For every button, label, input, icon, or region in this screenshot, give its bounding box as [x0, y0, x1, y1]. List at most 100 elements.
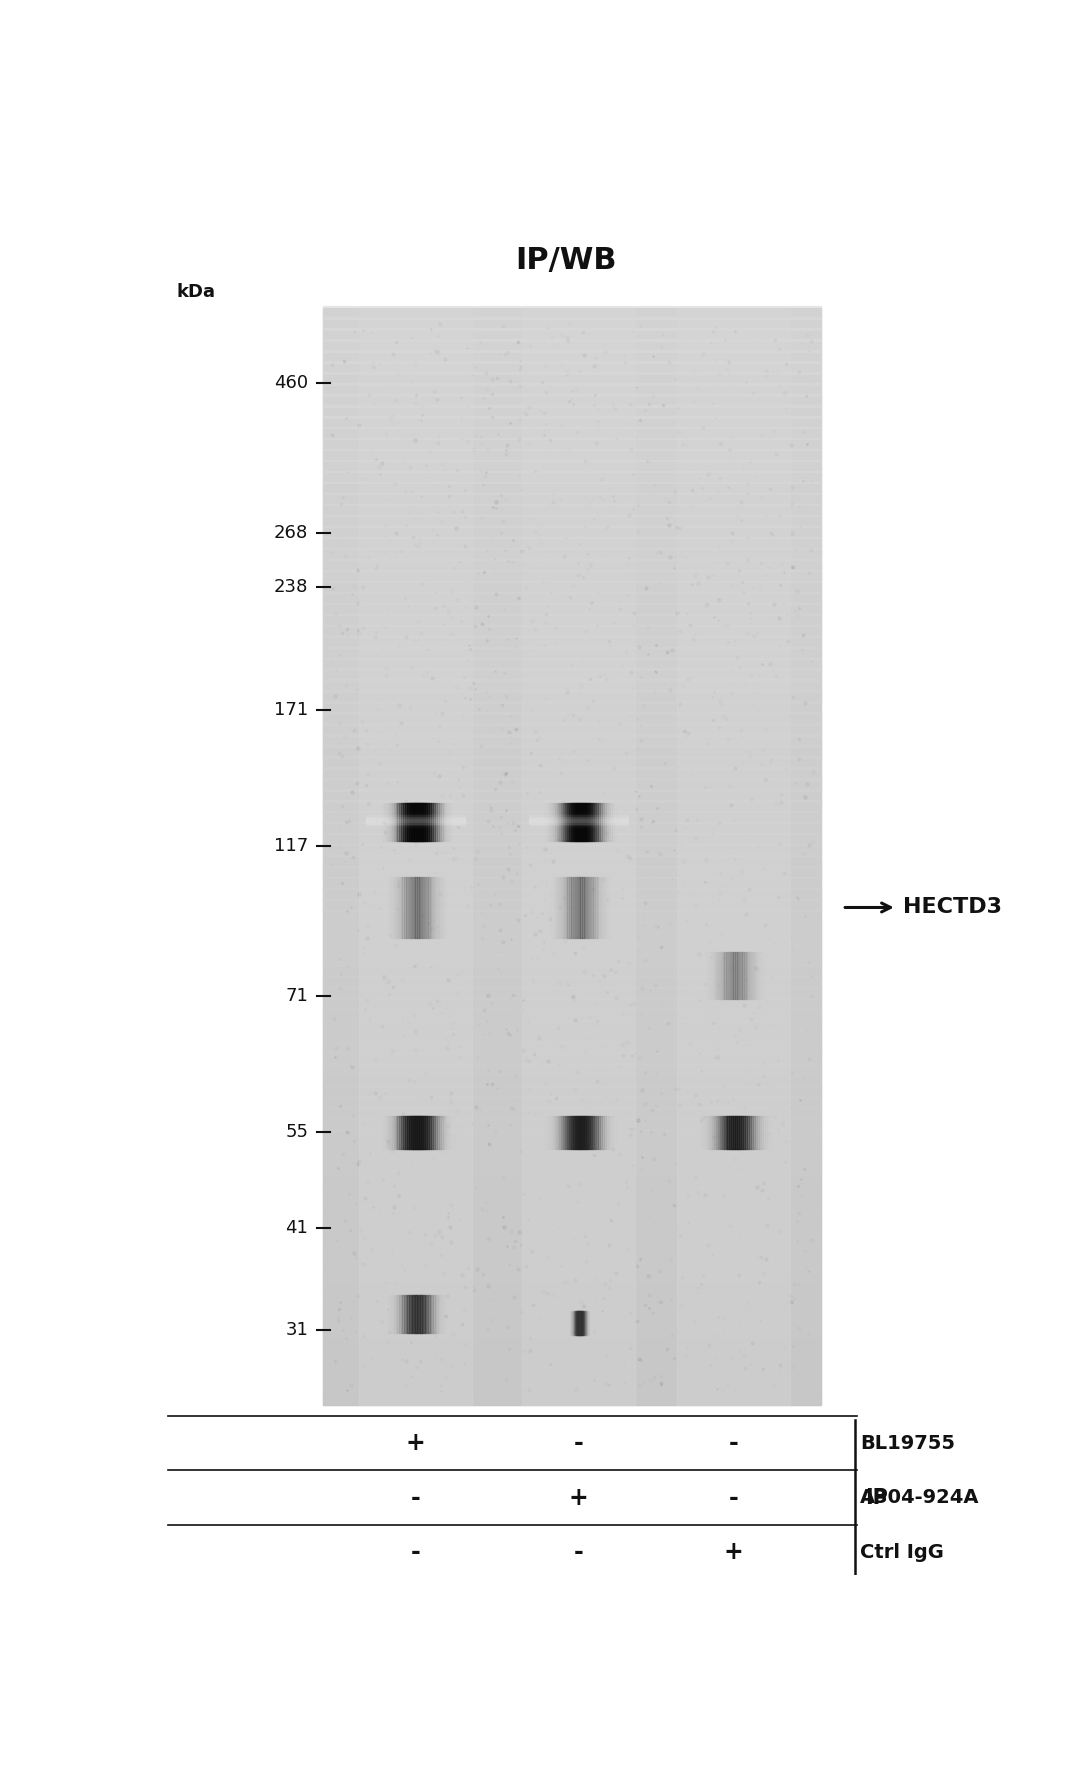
- Bar: [688, 952, 691, 1000]
- Bar: [323, 1163, 822, 1175]
- Bar: [617, 802, 620, 841]
- Bar: [555, 1117, 558, 1149]
- Bar: [726, 1117, 729, 1149]
- Text: 71: 71: [285, 988, 308, 1005]
- Bar: [447, 802, 450, 841]
- Bar: [622, 1117, 625, 1149]
- Bar: [323, 1328, 822, 1340]
- Bar: [616, 876, 619, 938]
- Bar: [437, 876, 441, 938]
- Bar: [391, 1294, 394, 1333]
- Bar: [400, 802, 403, 841]
- Bar: [622, 802, 625, 841]
- Bar: [743, 1117, 746, 1149]
- Bar: [390, 1117, 393, 1149]
- Bar: [619, 876, 622, 938]
- Bar: [369, 1117, 373, 1149]
- Bar: [323, 766, 822, 779]
- Bar: [323, 1184, 822, 1197]
- Bar: [323, 602, 822, 614]
- Bar: [705, 1117, 708, 1149]
- Bar: [624, 1117, 627, 1149]
- Bar: [768, 952, 771, 1000]
- Bar: [323, 1064, 822, 1076]
- Bar: [392, 802, 395, 841]
- Bar: [453, 1294, 456, 1333]
- Bar: [366, 816, 465, 818]
- Bar: [626, 802, 630, 841]
- Bar: [366, 812, 465, 814]
- Bar: [529, 814, 629, 816]
- Bar: [396, 1294, 399, 1333]
- Text: 171: 171: [274, 701, 308, 719]
- Bar: [536, 876, 539, 938]
- Bar: [577, 802, 580, 841]
- Bar: [710, 952, 713, 1000]
- Bar: [717, 1117, 720, 1149]
- Bar: [615, 1117, 618, 1149]
- Bar: [593, 1117, 596, 1149]
- Bar: [706, 952, 710, 1000]
- Bar: [383, 876, 387, 938]
- Bar: [323, 635, 822, 648]
- Bar: [323, 756, 822, 768]
- Bar: [411, 876, 415, 938]
- Bar: [755, 1117, 758, 1149]
- Bar: [378, 1117, 381, 1149]
- Bar: [323, 724, 822, 736]
- Bar: [582, 1312, 584, 1335]
- Bar: [569, 876, 572, 938]
- Bar: [400, 1294, 402, 1333]
- Bar: [701, 952, 704, 1000]
- Bar: [717, 952, 720, 1000]
- Bar: [566, 1312, 568, 1335]
- Bar: [372, 1117, 375, 1149]
- Bar: [366, 820, 465, 821]
- Bar: [532, 1117, 536, 1149]
- Bar: [761, 1117, 765, 1149]
- Bar: [529, 816, 629, 818]
- Bar: [558, 802, 562, 841]
- Bar: [537, 1117, 540, 1149]
- Bar: [600, 1117, 604, 1149]
- Bar: [435, 1117, 438, 1149]
- Bar: [698, 952, 700, 1000]
- Bar: [406, 1294, 408, 1333]
- Bar: [591, 1312, 593, 1335]
- Bar: [374, 1117, 377, 1149]
- Bar: [323, 515, 822, 527]
- Bar: [323, 350, 822, 363]
- Bar: [323, 614, 822, 627]
- Bar: [323, 1382, 822, 1395]
- Bar: [323, 361, 822, 373]
- Bar: [563, 1117, 566, 1149]
- Bar: [541, 802, 544, 841]
- Bar: [323, 811, 822, 823]
- Bar: [712, 952, 715, 1000]
- Bar: [754, 952, 756, 1000]
- Bar: [579, 1312, 580, 1335]
- Bar: [590, 1312, 592, 1335]
- Bar: [408, 876, 411, 938]
- Bar: [419, 876, 422, 938]
- Bar: [419, 1117, 422, 1149]
- Bar: [323, 1359, 822, 1372]
- Bar: [323, 965, 822, 977]
- Bar: [323, 384, 822, 395]
- Bar: [323, 735, 822, 747]
- Bar: [323, 504, 822, 517]
- Bar: [610, 802, 613, 841]
- Bar: [620, 1117, 623, 1149]
- Bar: [323, 1338, 822, 1351]
- Bar: [543, 876, 546, 938]
- Bar: [323, 625, 822, 637]
- Bar: [726, 952, 729, 1000]
- Bar: [696, 1117, 699, 1149]
- Bar: [605, 1117, 608, 1149]
- Bar: [459, 802, 462, 841]
- Bar: [762, 952, 766, 1000]
- Bar: [455, 1294, 457, 1333]
- Bar: [422, 876, 426, 938]
- Bar: [603, 876, 606, 938]
- Bar: [599, 876, 603, 938]
